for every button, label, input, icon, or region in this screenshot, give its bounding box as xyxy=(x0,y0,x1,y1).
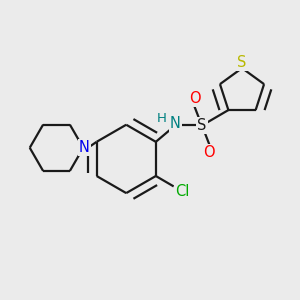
Text: S: S xyxy=(237,55,247,70)
Text: H: H xyxy=(157,112,167,124)
Text: Cl: Cl xyxy=(175,184,189,199)
Text: N: N xyxy=(170,116,181,131)
Text: N: N xyxy=(79,140,90,155)
Text: S: S xyxy=(197,118,207,133)
Text: O: O xyxy=(203,145,215,160)
Text: O: O xyxy=(189,91,200,106)
